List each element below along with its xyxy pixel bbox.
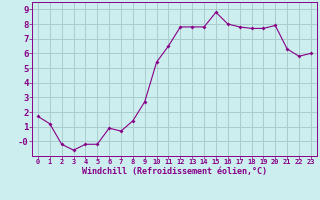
X-axis label: Windchill (Refroidissement éolien,°C): Windchill (Refroidissement éolien,°C) (82, 167, 267, 176)
